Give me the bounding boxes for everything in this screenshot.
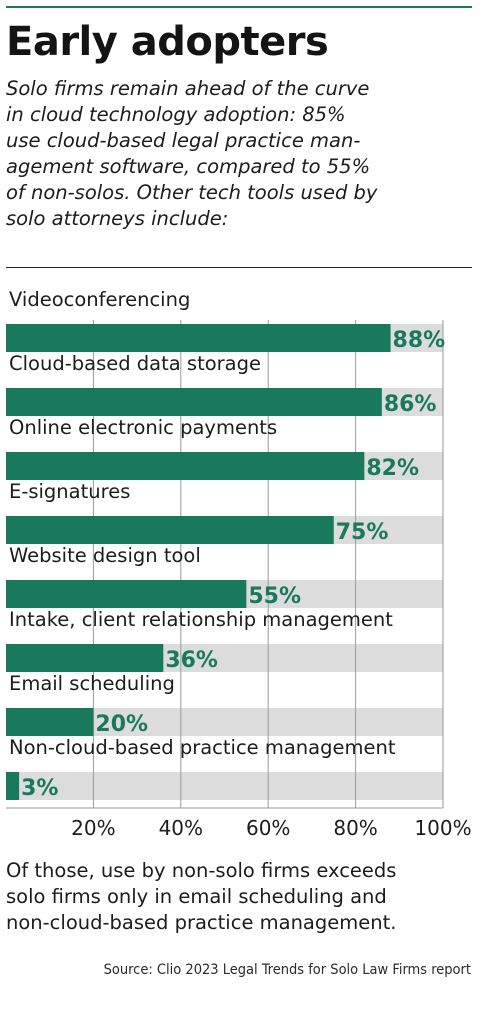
- headline: Early adopters: [6, 19, 329, 65]
- category-label: Email scheduling: [9, 672, 175, 695]
- intro-line: in cloud technology adoption: 85%: [6, 103, 346, 126]
- source-credit: Source: Clio 2023 Legal Trends for Solo …: [103, 962, 471, 978]
- intro-line: of non-solos. Other tech tools used by: [6, 181, 378, 204]
- bar: [6, 388, 382, 416]
- bar-track: [6, 772, 443, 800]
- value-label: 75%: [336, 520, 389, 545]
- footnote: Of those, use by non-solo firms exceeds …: [6, 858, 472, 936]
- category-label: Videoconferencing: [9, 288, 190, 311]
- chart-top-divider: [6, 267, 472, 268]
- x-tick-label: 80%: [333, 816, 377, 840]
- bar-chart: Videoconferencing 88% Cloud-based data sto…: [6, 288, 472, 840]
- bar: [6, 644, 164, 672]
- value-label: 36%: [165, 648, 218, 673]
- category-label: Online electronic payments: [9, 416, 277, 439]
- intro-line: Solo firms remain ahead of the curve: [6, 77, 370, 100]
- value-label: 82%: [366, 456, 419, 481]
- value-label: 3%: [21, 776, 58, 801]
- x-tick-label: 60%: [246, 816, 290, 840]
- value-label: 86%: [384, 392, 437, 417]
- category-label: Website design tool: [9, 544, 201, 567]
- x-tick-group: 20% 40% 60% 80% 100%: [71, 816, 471, 840]
- intro-line: agement software, compared to 55%: [6, 155, 371, 178]
- intro-line: solo attorneys include:: [6, 207, 229, 230]
- bar: [6, 580, 247, 608]
- category-label: Intake, client relationship management: [9, 608, 393, 631]
- bar-group: [6, 324, 391, 800]
- value-label: 55%: [248, 584, 301, 609]
- footnote-line: non-cloud-based practice management.: [6, 911, 397, 934]
- value-label: 88%: [393, 328, 446, 353]
- intro-text: Solo firms remain ahead of the curve in …: [6, 76, 472, 232]
- category-label: Non-cloud-based practice management: [9, 736, 396, 759]
- category-label: Cloud-based data storage: [9, 352, 261, 375]
- bar: [6, 708, 94, 736]
- x-tick-label: 100%: [414, 816, 471, 840]
- footnote-line: solo firms only in email scheduling and: [6, 885, 387, 908]
- bar: [6, 772, 20, 800]
- top-rule: [6, 6, 472, 8]
- bar: [6, 516, 334, 544]
- intro-line: use cloud-based legal practice man-: [6, 129, 361, 152]
- value-label: 20%: [95, 712, 148, 737]
- bar: [6, 324, 391, 352]
- category-label: E-signatures: [9, 480, 130, 503]
- footnote-line: Of those, use by non-solo firms exceeds: [6, 859, 397, 882]
- x-tick-label: 20%: [71, 816, 115, 840]
- bar: [6, 452, 365, 480]
- x-tick-label: 40%: [159, 816, 203, 840]
- label-group: Videoconferencing 88% Cloud-based data sto…: [9, 288, 445, 801]
